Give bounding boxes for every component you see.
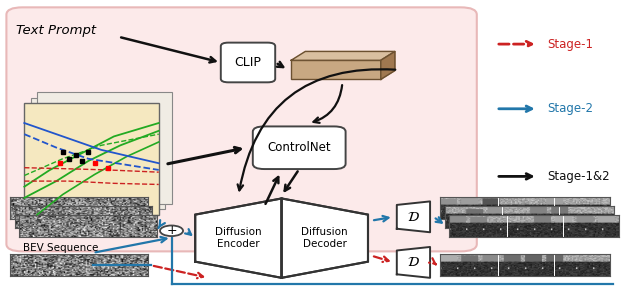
- Text: Stage-1: Stage-1: [547, 38, 593, 51]
- Polygon shape: [282, 198, 368, 278]
- Circle shape: [160, 225, 183, 236]
- Text: $\mathcal{D}$: $\mathcal{D}$: [407, 210, 420, 224]
- Text: Stage-2: Stage-2: [547, 102, 593, 115]
- Bar: [37, 92, 172, 204]
- Polygon shape: [397, 201, 430, 232]
- Text: +: +: [166, 224, 177, 237]
- FancyBboxPatch shape: [253, 126, 346, 169]
- Text: Diffusion
Decoder: Diffusion Decoder: [301, 227, 348, 249]
- FancyBboxPatch shape: [6, 7, 477, 251]
- Bar: [24, 103, 159, 215]
- Polygon shape: [195, 198, 282, 278]
- Polygon shape: [381, 51, 395, 79]
- Text: $\mathcal{D}$: $\mathcal{D}$: [407, 255, 420, 269]
- Text: CLIP: CLIP: [235, 56, 261, 69]
- Text: BEV Sequence: BEV Sequence: [23, 243, 99, 253]
- Bar: [31, 98, 165, 209]
- Text: Text Prompt: Text Prompt: [16, 24, 96, 37]
- Bar: [291, 60, 381, 79]
- Text: Diffusion
Encoder: Diffusion Encoder: [215, 227, 262, 249]
- Polygon shape: [291, 51, 395, 60]
- Text: Stage-1&2: Stage-1&2: [547, 170, 610, 183]
- FancyBboxPatch shape: [221, 43, 275, 82]
- Polygon shape: [397, 247, 430, 278]
- Text: ControlNet: ControlNet: [268, 141, 331, 154]
